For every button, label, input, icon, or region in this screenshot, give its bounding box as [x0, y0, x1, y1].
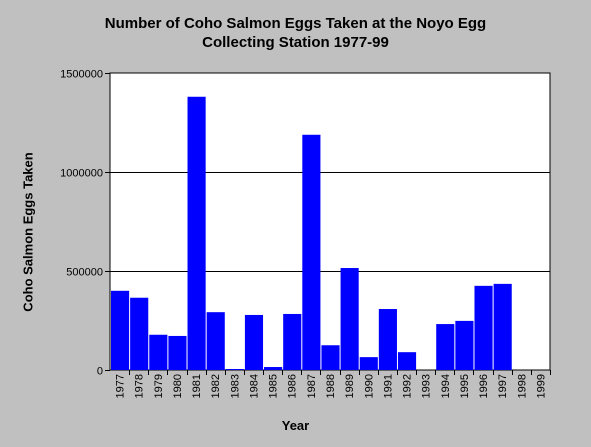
x-tick-label: 1989: [344, 374, 356, 398]
bar-1989: [340, 268, 359, 370]
bar-1982: [206, 312, 225, 370]
x-tick-label: 1991: [382, 374, 394, 398]
bar-1979: [149, 334, 168, 370]
y-axis-label: Coho Salmon Eggs Taken: [20, 152, 36, 312]
bar-1985: [264, 367, 283, 370]
x-axis-ticks: 1977 1978 1979 1980 1981 1982 1983 1984 1985 1986…: [115, 370, 551, 398]
x-tick-label: 1986: [287, 374, 299, 398]
x-tick-label: 1990: [363, 374, 375, 398]
bar-1980: [168, 335, 187, 370]
x-tick-label: 1985: [268, 374, 280, 398]
bar-1987: [302, 134, 321, 370]
x-tick-label: 1994: [440, 374, 452, 398]
x-tick-label: 1997: [497, 374, 509, 398]
y-tick-label: 0: [97, 366, 103, 378]
bar-1988: [321, 345, 340, 370]
x-tick-label: 1998: [516, 374, 528, 398]
bar-1990: [359, 357, 378, 370]
bar-1995: [455, 320, 474, 370]
bar-1992: [397, 352, 417, 370]
bar-1996: [474, 285, 493, 370]
bars: [111, 96, 512, 370]
y-axis-ticks: 0 500000 1000000 1500000: [60, 69, 110, 378]
chart-title-line-2: Collecting Station 1977-99: [202, 34, 389, 51]
bar-1983: [225, 369, 244, 370]
bar-1981: [187, 96, 206, 370]
x-tick-label: 1978: [134, 374, 146, 398]
bar-1984: [244, 314, 264, 370]
bar-1997: [493, 283, 512, 370]
x-tick-label: 1983: [229, 374, 241, 398]
x-tick-label: 1996: [478, 374, 490, 398]
bar-1994: [436, 324, 455, 370]
bar-1977: [111, 290, 130, 370]
x-tick-label: 1980: [172, 374, 184, 398]
y-tick-label: 1000000: [60, 168, 103, 180]
x-tick-label: 1999: [535, 374, 547, 398]
x-tick-label: 1987: [306, 374, 318, 398]
x-tick-label: 1992: [402, 374, 414, 398]
bar-1978: [130, 297, 149, 370]
x-axis-label: Year: [281, 418, 310, 433]
chart-title: Number of Coho Salmon Eggs Taken at the …: [0, 14, 591, 52]
x-tick-label: 1984: [248, 374, 260, 398]
bar-1991: [378, 309, 397, 370]
bar-1986: [283, 313, 302, 370]
x-tick-label: 1993: [421, 374, 433, 398]
chart-title-line-1: Number of Coho Salmon Eggs Taken at the …: [104, 15, 487, 32]
x-tick-label: 1981: [191, 374, 203, 398]
x-tick-label: 1995: [459, 374, 471, 398]
x-tick-label: 1982: [210, 374, 222, 398]
grid-lines: [110, 172, 550, 272]
x-tick-label: 1988: [325, 374, 337, 398]
x-tick-label: 1977: [115, 374, 127, 398]
y-tick-label: 500000: [66, 267, 103, 279]
x-tick-label: 1979: [153, 374, 165, 398]
y-tick-label: 1500000: [60, 69, 103, 81]
